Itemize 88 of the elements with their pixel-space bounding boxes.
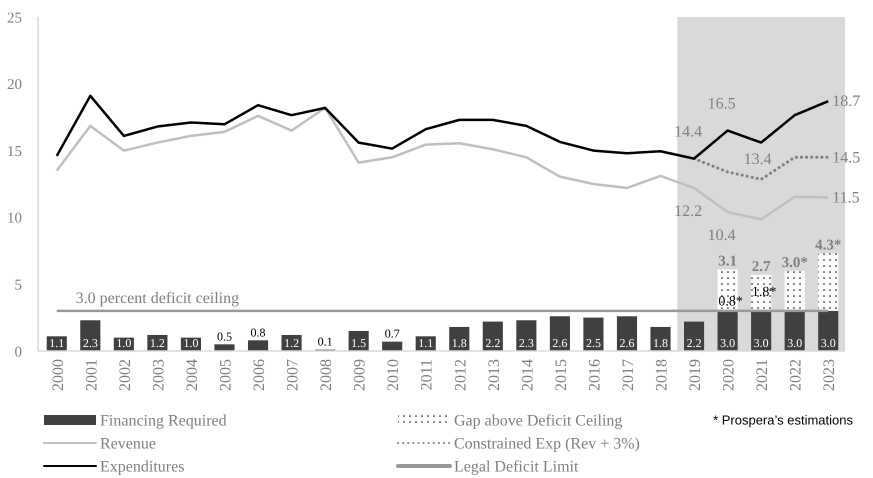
data-label: 2.2: [485, 336, 500, 350]
bar: [550, 316, 570, 351]
data-label: 2.3: [518, 336, 534, 350]
data-label: 1.1: [418, 336, 434, 350]
data-label: 3.0: [754, 336, 769, 350]
y-tick-label: 5: [14, 277, 22, 294]
x-tick-label: 2017: [620, 359, 637, 391]
y-tick-label: 15: [7, 144, 22, 160]
bar: [818, 310, 838, 351]
x-tick-label: 2015: [552, 359, 570, 391]
annotation: 3.0 percent deficit ceiling: [76, 290, 240, 307]
bar: [616, 316, 638, 351]
y-tick-label: 10: [7, 210, 22, 227]
data-label: 14.4: [674, 124, 702, 141]
x-tick-label: 2001: [83, 359, 100, 391]
x-tick-label: 2004: [184, 359, 201, 391]
data-label: 2.3: [82, 336, 98, 350]
data-label: 3.0: [820, 336, 836, 350]
data-label: 18.7: [832, 93, 860, 110]
x-tick-label: 2010: [385, 359, 402, 391]
data-label: 3.1: [718, 254, 737, 270]
data-label: 11.5: [832, 189, 860, 206]
x-tick-label: 2003: [150, 359, 168, 391]
x-tick-label: 2021: [754, 359, 772, 391]
bar: [382, 342, 402, 351]
legend-label: Gap above Deficit Ceiling: [454, 412, 622, 430]
data-label: 1.8: [653, 336, 668, 350]
data-label: 0.5: [216, 329, 232, 344]
data-label: 4.3*: [815, 237, 842, 254]
x-tick-label: 2005: [217, 359, 234, 391]
data-label: 0.1: [318, 334, 333, 349]
text: * Prospera’s estimations: [713, 412, 854, 428]
data-label: 2.5: [586, 336, 601, 350]
x-tick-label: 2006: [251, 359, 268, 391]
x-tick-label: 2016: [586, 359, 604, 391]
data-label: 1.2: [150, 336, 165, 350]
annotation: 1.8*: [752, 284, 776, 300]
y-tick-label: 0: [14, 344, 22, 360]
x-tick-label: 2020: [720, 359, 738, 391]
x-tick-label: 2007: [284, 359, 302, 391]
data-label: 3.0: [787, 336, 802, 350]
data-label: 12.2: [674, 203, 702, 220]
x-tick-label: 2011: [418, 359, 436, 390]
x-tick-label: 2012: [452, 359, 470, 391]
data-label: 14.5: [832, 149, 860, 166]
legend-label: Constrained Exp (Rev + 3%): [454, 436, 640, 453]
bar: [449, 326, 470, 351]
bar: [248, 340, 268, 351]
data-label: 1.2: [284, 336, 300, 350]
data-label: 1.5: [351, 336, 366, 350]
x-tick-label: 2014: [519, 359, 536, 391]
x-tick-label: 2018: [654, 359, 671, 391]
data-label: 2.6: [619, 336, 634, 350]
x-tick-label: 2000: [50, 359, 67, 391]
data-label: 1.1: [49, 336, 64, 350]
legend-label: Financing Required: [100, 412, 227, 430]
legend-label: Expenditures: [100, 458, 184, 476]
y-tick-label: 20: [7, 77, 22, 94]
annotation: 0.8*: [718, 294, 743, 310]
data-label: 2.7: [752, 258, 772, 275]
data-label: 13.4: [744, 150, 772, 168]
x-tick-label: 2023: [821, 359, 838, 391]
bar: [784, 310, 805, 351]
data-label: 2.6: [552, 336, 568, 350]
legend-label: Legal Deficit Limit: [454, 458, 579, 476]
bar: [482, 322, 503, 351]
y-tick-label: 25: [7, 10, 22, 26]
bar: [684, 322, 704, 351]
legend-label: Revenue: [100, 436, 156, 453]
x-tick-label: 2013: [486, 359, 503, 391]
data-label: 1.0: [183, 336, 198, 350]
data-label: 0.8: [250, 325, 266, 340]
x-tick-label: 2009: [352, 359, 369, 391]
bar: [583, 318, 604, 351]
data-label: 3.0*: [782, 254, 808, 271]
data-label: 16.5: [708, 96, 736, 113]
data-label: 0.7: [384, 326, 400, 341]
x-tick-label: 2002: [116, 359, 134, 391]
data-label: 1.8: [452, 336, 467, 350]
data-label: 3.0: [720, 336, 736, 350]
x-tick-label: 2019: [687, 359, 704, 391]
bar: [818, 253, 838, 311]
x-tick-label: 2022: [788, 359, 805, 391]
data-label: 2.2: [686, 336, 702, 350]
data-label: 10.4: [708, 227, 736, 244]
data-label: 1.0: [116, 336, 132, 350]
bar: [784, 270, 805, 311]
x-tick-label: 2008: [318, 359, 336, 391]
